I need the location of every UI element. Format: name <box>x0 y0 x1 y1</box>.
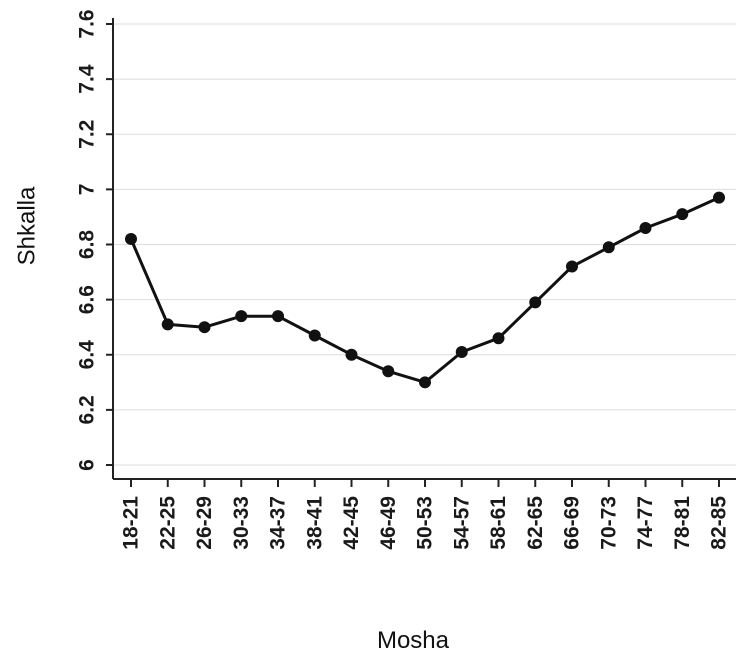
data-point <box>529 296 542 309</box>
x-axis-ticks: 18-21 22-25 26-29 30-33 34-37 38-41 42-45 46-49… <box>120 479 731 550</box>
x-tick-label: 70-73 <box>597 496 620 550</box>
data-point <box>676 208 689 221</box>
y-tick-label: 6.6 <box>76 285 99 314</box>
data-point <box>455 345 468 358</box>
data-point <box>125 232 137 245</box>
y-tick-label: 7 <box>76 184 99 196</box>
y-tick-label: 6.8 <box>76 230 99 260</box>
x-tick-label: 74-77 <box>634 496 657 550</box>
y-tick-label: 6 <box>76 459 99 471</box>
data-point <box>345 348 358 361</box>
data-point <box>419 376 431 389</box>
data-point <box>602 241 615 254</box>
y-tick-label: 7.2 <box>76 120 99 149</box>
x-tick-label: 54-57 <box>450 496 473 550</box>
x-tick-label: 38-41 <box>303 496 326 550</box>
data-point <box>161 318 174 331</box>
x-tick-label: 46-49 <box>377 496 400 550</box>
data-point <box>713 191 725 204</box>
x-tick-label: 78-81 <box>671 496 694 550</box>
x-tick-label: 26-29 <box>193 496 216 550</box>
x-tick-label: 50-53 <box>414 496 437 550</box>
data-point <box>308 329 321 342</box>
data-point <box>566 260 578 273</box>
y-tick-label: 7.4 <box>76 64 99 94</box>
y-axis-ticks: 6 6.2 6.4 6.6 6.8 7 7.2 7.4 7.6 <box>76 9 113 471</box>
x-tick-label: 82-85 <box>708 496 731 550</box>
x-tick-label: 58-61 <box>487 496 510 550</box>
x-tick-label: 30-33 <box>230 496 253 550</box>
data-point <box>198 321 211 334</box>
x-tick-label: 34-37 <box>267 496 290 550</box>
x-tick-label: 62-65 <box>524 496 547 550</box>
data-point <box>492 332 505 345</box>
y-tick-label: 7.6 <box>76 9 99 38</box>
x-tick-label: 42-45 <box>340 496 363 550</box>
data-point <box>382 365 395 378</box>
y-axis-title: Shkalla <box>14 186 41 265</box>
x-axis-title: Mosha <box>377 627 450 654</box>
data-point <box>235 310 248 323</box>
x-tick-label: 18-21 <box>120 496 143 550</box>
data-point <box>639 221 652 234</box>
x-tick-label: 66-69 <box>561 496 584 550</box>
x-tick-label: 22-25 <box>156 496 179 550</box>
y-tick-label: 6.4 <box>76 340 99 370</box>
gridlines <box>113 23 736 466</box>
y-tick-label: 6.2 <box>76 395 99 424</box>
data-points <box>125 191 725 389</box>
data-point <box>272 310 284 323</box>
